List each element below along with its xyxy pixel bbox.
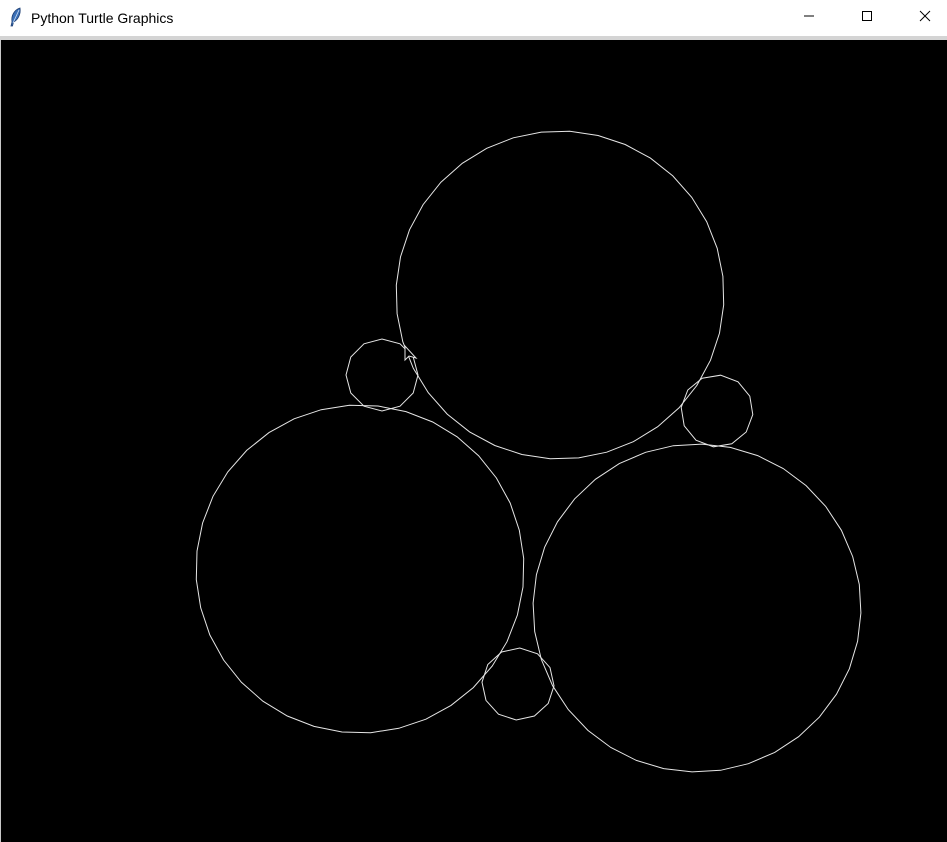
large-circle-bottom-left: [195, 404, 525, 734]
large-circle-top: [395, 130, 725, 460]
small-circle-bottom: [481, 647, 555, 721]
turtle-drawing: [195, 130, 862, 773]
maximize-icon: [861, 9, 873, 27]
small-circle-upper-left: [345, 338, 419, 412]
large-circle-bottom-right: [532, 443, 862, 773]
minimize-button[interactable]: [786, 0, 832, 36]
minimize-icon: [803, 9, 815, 27]
window-frame-border: [0, 36, 947, 40]
window-title: Python Turtle Graphics: [31, 10, 174, 26]
feather-icon: [8, 7, 24, 27]
turtle-canvas[interactable]: [1, 40, 947, 842]
small-circle-right: [680, 374, 754, 448]
maximize-button[interactable]: [844, 0, 890, 36]
close-button[interactable]: [902, 0, 947, 36]
close-icon: [919, 9, 931, 27]
window-left-edge: [0, 40, 1, 842]
turtle-arrow-icon: [404, 344, 418, 362]
title-bar[interactable]: Python Turtle Graphics: [0, 0, 947, 36]
